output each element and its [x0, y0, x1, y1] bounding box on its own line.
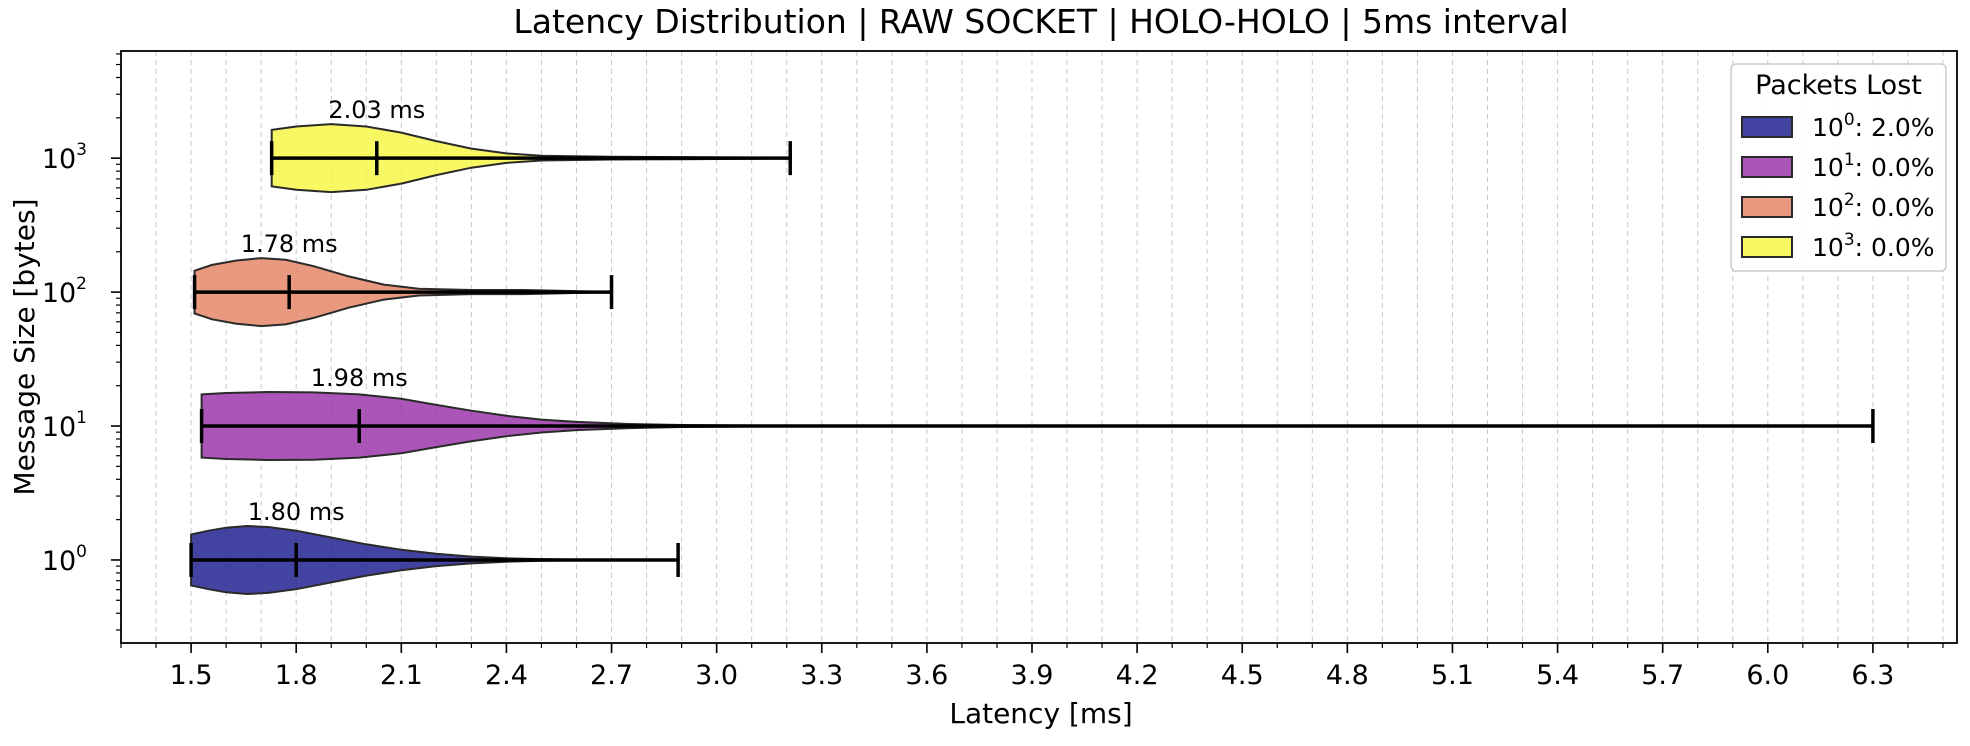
- y-tick-label: 102: [42, 274, 87, 309]
- x-tick-label: 3.9: [1011, 660, 1054, 691]
- legend-swatch: [1741, 156, 1793, 178]
- legend-box: [1730, 63, 1947, 272]
- legend-base: 10: [1812, 153, 1844, 182]
- legend-entry: 101: 0.0%: [1812, 150, 1935, 182]
- legend-exponent: 1: [1844, 150, 1855, 170]
- legend-swatch: [1741, 196, 1793, 218]
- x-tick-label: 5.7: [1641, 660, 1684, 691]
- x-tick-label: 2.4: [485, 660, 528, 691]
- y-tick-label: 103: [42, 140, 87, 175]
- x-tick-label: 4.5: [1221, 660, 1264, 691]
- x-axis-label: Latency [ms]: [949, 697, 1132, 730]
- median-label: 1.98 ms: [311, 364, 408, 392]
- x-tick-label: 5.1: [1431, 660, 1474, 691]
- legend-base: 10: [1812, 193, 1844, 222]
- chart-title: Latency Distribution | RAW SOCKET | HOLO…: [513, 2, 1568, 41]
- y-tick-base: 10: [42, 546, 76, 577]
- legend-entry: 102: 0.0%: [1812, 190, 1935, 222]
- x-tick-label: 1.5: [170, 660, 213, 691]
- x-tick-label: 6.3: [1851, 660, 1894, 691]
- plot-frame: [120, 50, 1958, 644]
- legend-swatch: [1741, 236, 1793, 258]
- axes: [120, 50, 1958, 644]
- legend-swatch: [1741, 116, 1793, 138]
- y-axis-label: Message Size [bytes]: [8, 199, 41, 496]
- x-tick-label: 6.0: [1746, 660, 1789, 691]
- x-tick-label: 4.8: [1326, 660, 1369, 691]
- median-label: 2.03 ms: [328, 96, 425, 124]
- x-tick-label: 2.1: [380, 660, 423, 691]
- legend-exponent: 0: [1844, 110, 1855, 130]
- y-tick-exponent: 1: [76, 408, 87, 428]
- x-tick-label: 3.6: [905, 660, 948, 691]
- y-tick-base: 10: [42, 144, 76, 175]
- x-ticks: 1.5 1.8 2.1 2.4 2.7 3.0 3.3 3.6 3.9 4.2 4.5 4.8 5.1 5…: [120, 643, 1944, 691]
- legend-value: : 0.0%: [1855, 233, 1935, 262]
- legend-value: : 0.0%: [1855, 153, 1935, 182]
- legend-entry: 100: 2.0%: [1812, 110, 1935, 142]
- violins: 1.80 ms 1.98 ms 1.78 ms 2.03 ms: [189, 96, 1875, 596]
- x-tick-label: 4.2: [1116, 660, 1159, 691]
- legend-value: : 0.0%: [1855, 193, 1935, 222]
- median-label: 1.78 ms: [241, 230, 338, 258]
- y-tick-base: 10: [42, 278, 76, 309]
- median-label: 1.80 ms: [248, 498, 345, 526]
- legend-entry: 103: 0.0%: [1812, 230, 1935, 262]
- y-tick-exponent: 3: [76, 140, 87, 160]
- legend-title: Packets Lost: [1755, 70, 1922, 101]
- x-tick-label: 2.7: [590, 660, 633, 691]
- y-tick-exponent: 0: [76, 542, 87, 562]
- x-tick-label: 1.8: [275, 660, 318, 691]
- y-tick-base: 10: [42, 412, 76, 443]
- legend-base: 10: [1812, 233, 1844, 262]
- legend-exponent: 2: [1844, 190, 1855, 210]
- x-tick-label: 3.0: [695, 660, 738, 691]
- x-tick-label: 5.4: [1536, 660, 1579, 691]
- y-tick-label: 100: [42, 542, 87, 577]
- y-tick-exponent: 2: [76, 274, 87, 294]
- x-tick-label: 3.3: [800, 660, 843, 691]
- legend-base: 10: [1812, 113, 1844, 142]
- legend-value: : 2.0%: [1855, 113, 1935, 142]
- legend-exponent: 3: [1844, 230, 1855, 250]
- y-tick-label: 101: [42, 408, 87, 443]
